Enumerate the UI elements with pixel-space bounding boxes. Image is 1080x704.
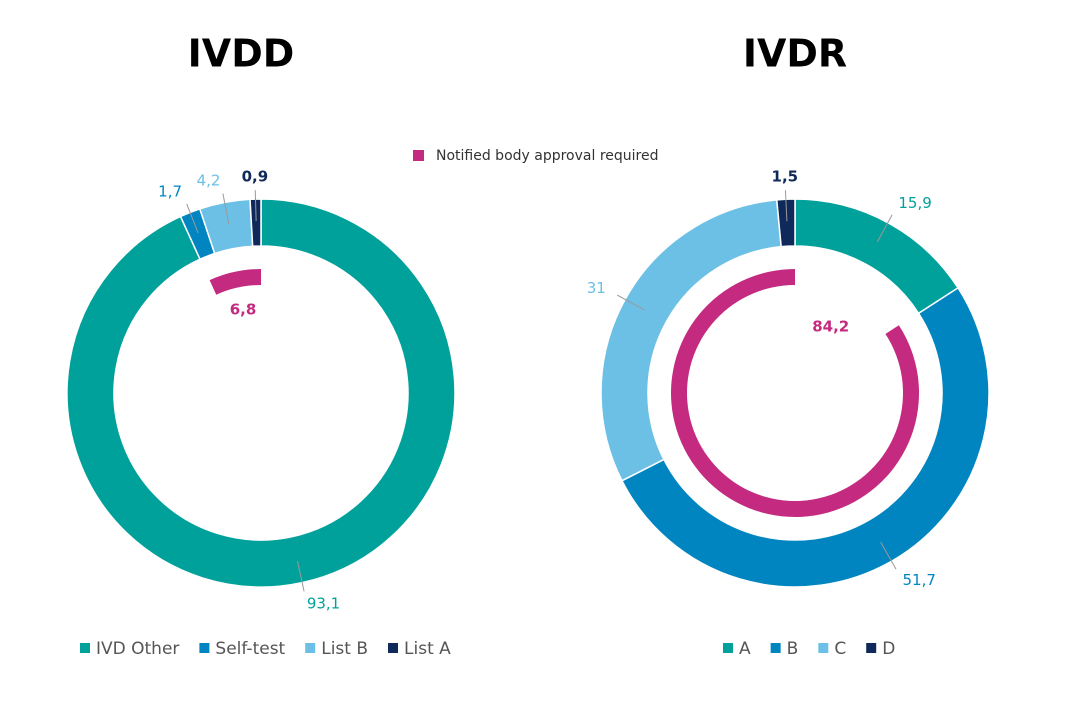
donut-segment xyxy=(66,198,456,588)
data-label: 1,5 xyxy=(772,168,799,186)
legend-label: Notified body approval required xyxy=(436,148,659,164)
chart-title: IVDR xyxy=(743,32,847,76)
legend-label: C xyxy=(834,639,846,659)
legend-label: D xyxy=(882,639,895,659)
leader-line xyxy=(616,294,645,311)
data-label: 15,9 xyxy=(898,194,931,212)
leader-line xyxy=(186,203,199,234)
legend-label: B xyxy=(787,639,799,659)
legend-swatch xyxy=(866,643,877,653)
data-label: 4,2 xyxy=(197,171,221,189)
legend-swatch xyxy=(305,643,316,653)
inner-label: 84,2 xyxy=(812,318,849,336)
legend-label: List B xyxy=(321,639,368,659)
inner-arc xyxy=(670,269,919,517)
data-label: 93,1 xyxy=(307,595,340,613)
donut-segment xyxy=(249,198,262,248)
legend-swatch xyxy=(388,643,399,653)
leader-line xyxy=(297,560,305,592)
donut-segment xyxy=(775,198,796,248)
legend-swatch xyxy=(723,643,733,653)
donut-segment xyxy=(620,286,990,588)
chart-title: IVDD xyxy=(188,32,295,76)
legend-swatch xyxy=(413,150,424,161)
legend-swatch xyxy=(199,643,210,653)
inner-arc xyxy=(209,269,261,295)
legend-label: List A xyxy=(404,639,451,659)
data-label: 31 xyxy=(587,279,606,297)
leader-line xyxy=(254,190,257,222)
data-label: 51,7 xyxy=(903,571,936,589)
legend-label: Self-test xyxy=(215,639,285,659)
legend-swatch xyxy=(80,643,90,653)
inner-label: 6,8 xyxy=(230,300,257,318)
leader-line xyxy=(876,214,893,243)
legend-swatch xyxy=(770,643,781,653)
donut-segment xyxy=(794,198,960,315)
leader-line xyxy=(880,541,897,570)
data-label: 0,9 xyxy=(242,168,269,186)
leader-line xyxy=(784,190,788,222)
legend-label: A xyxy=(739,639,751,659)
leader-line xyxy=(222,193,230,225)
legend-label: IVD Other xyxy=(96,639,179,659)
data-label: 1,7 xyxy=(158,182,182,200)
legend-swatch xyxy=(818,643,829,653)
